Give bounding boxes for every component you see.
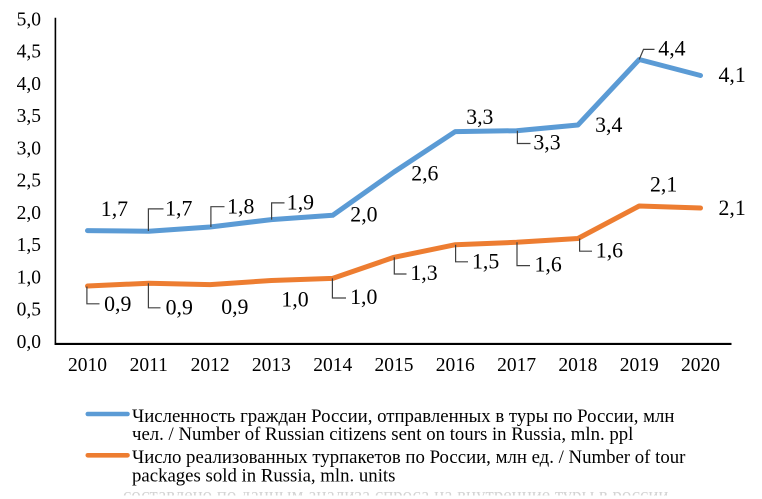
svg-text:4,5: 4,5 [17, 42, 41, 63]
svg-text:4,1: 4,1 [719, 63, 746, 87]
svg-text:2,0: 2,0 [350, 203, 377, 227]
svg-text:2015: 2015 [375, 355, 414, 376]
svg-text:1,7: 1,7 [165, 196, 192, 220]
svg-text:1,0: 1,0 [350, 285, 377, 309]
svg-text:2012: 2012 [191, 355, 230, 376]
svg-text:3,0: 3,0 [17, 139, 41, 160]
svg-text:0,5: 0,5 [17, 300, 41, 321]
svg-text:2017: 2017 [497, 355, 536, 376]
svg-text:3,3: 3,3 [466, 105, 493, 129]
svg-text:2016: 2016 [436, 355, 475, 376]
svg-text:2,5: 2,5 [17, 171, 41, 192]
svg-text:Численность граждан России, от: Численность граждан России, отправленных… [132, 406, 674, 427]
svg-text:2,0: 2,0 [17, 203, 41, 224]
svg-text:1,0: 1,0 [281, 288, 308, 312]
svg-text:составлено по данным анализа с: составлено по данным анализа спроса на в… [123, 485, 668, 499]
svg-text:5,0: 5,0 [17, 10, 41, 31]
svg-text:1,7: 1,7 [101, 197, 128, 221]
svg-text:1,5: 1,5 [17, 235, 41, 256]
svg-text:2,1: 2,1 [719, 196, 746, 220]
svg-text:1,5: 1,5 [472, 249, 499, 273]
svg-text:3,3: 3,3 [533, 131, 560, 155]
svg-text:2,6: 2,6 [411, 162, 438, 186]
svg-text:4,0: 4,0 [17, 74, 41, 95]
svg-text:2018: 2018 [558, 355, 597, 376]
svg-text:2,1: 2,1 [650, 172, 677, 196]
svg-text:0,9: 0,9 [166, 296, 193, 320]
svg-text:0,0: 0,0 [17, 332, 41, 353]
svg-text:packages sold in Russia, mln.: packages sold in Russia, mln. units [132, 466, 395, 487]
svg-text:1,3: 1,3 [410, 261, 437, 285]
svg-text:2010: 2010 [68, 355, 107, 376]
svg-text:1,9: 1,9 [287, 190, 314, 214]
svg-text:1,0: 1,0 [17, 267, 41, 288]
svg-text:2011: 2011 [130, 355, 168, 376]
svg-text:3,4: 3,4 [595, 113, 622, 137]
svg-text:1,6: 1,6 [535, 253, 562, 277]
svg-text:0,9: 0,9 [221, 295, 248, 319]
svg-text:4,4: 4,4 [658, 37, 685, 61]
svg-text:0,9: 0,9 [104, 292, 131, 316]
svg-text:Число реализованных турпакетов: Число реализованных турпакетов по России… [132, 447, 686, 468]
svg-text:2013: 2013 [252, 355, 291, 376]
svg-text:2020: 2020 [681, 355, 720, 376]
svg-text:чел. / Number of Russian citiz: чел. / Number of Russian citizens sent o… [132, 424, 633, 445]
svg-text:2014: 2014 [313, 355, 352, 376]
svg-text:3,5: 3,5 [17, 106, 41, 127]
svg-text:2019: 2019 [620, 355, 659, 376]
svg-text:1,8: 1,8 [227, 194, 254, 218]
svg-text:1,6: 1,6 [596, 239, 623, 263]
